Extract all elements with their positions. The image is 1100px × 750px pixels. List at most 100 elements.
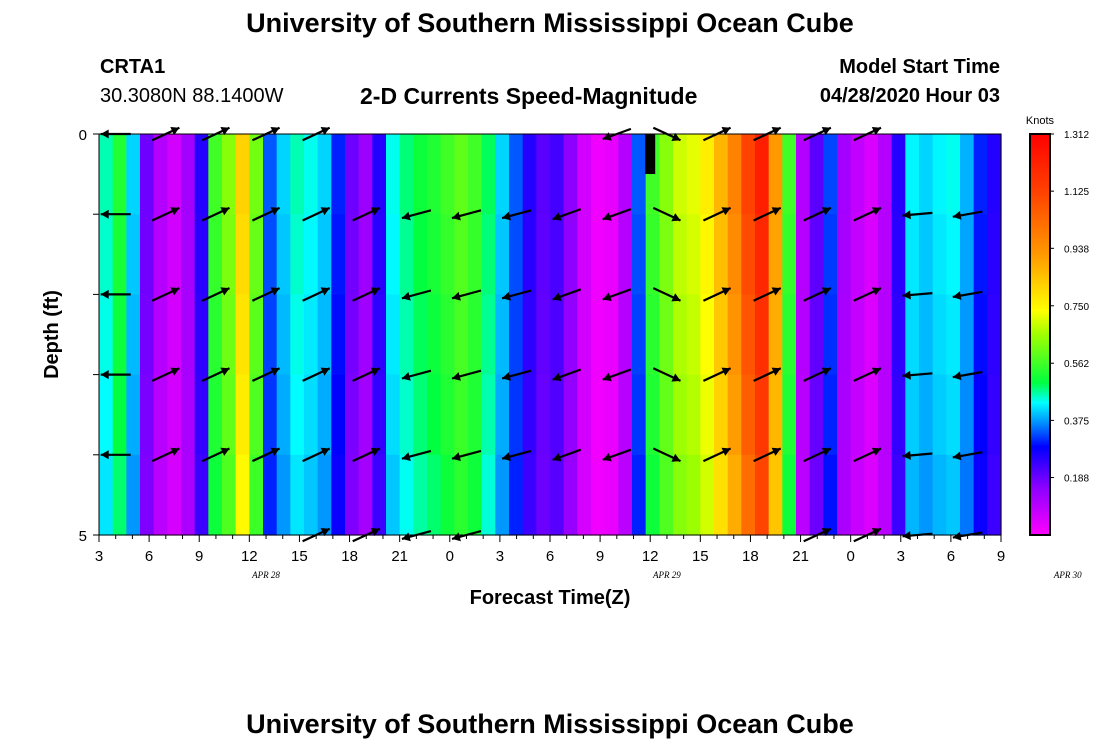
heatmap-cell xyxy=(577,134,592,215)
heatmap-cell xyxy=(222,454,237,536)
heatmap-cell xyxy=(987,374,1002,456)
heatmap-cell xyxy=(591,214,606,295)
heatmap-cell xyxy=(317,374,332,456)
heatmap-cell xyxy=(864,294,879,376)
heatmap-cell xyxy=(167,134,182,215)
arrow-head xyxy=(170,367,180,376)
heatmap-cell xyxy=(577,214,592,295)
heatmap-cell xyxy=(235,214,250,295)
heatmap-cell xyxy=(755,134,770,215)
arrow-head xyxy=(502,372,511,381)
heatmap-cell xyxy=(782,134,797,215)
heatmap-cell xyxy=(481,374,496,456)
heatmap-cell xyxy=(399,294,414,376)
arrow-head xyxy=(902,531,911,541)
current-arrow xyxy=(451,289,482,301)
heatmap-cell xyxy=(509,454,524,536)
heatmap-cell xyxy=(440,214,455,295)
heatmap-cell xyxy=(837,214,852,295)
heatmap-cell xyxy=(372,454,387,536)
current-arrow xyxy=(803,206,832,222)
heatmap-cell xyxy=(413,454,428,536)
heatmap-cell xyxy=(194,134,209,215)
heatmap-cell xyxy=(440,294,455,376)
heatmap-cell xyxy=(891,454,906,536)
heatmap-cell xyxy=(345,374,360,456)
heatmap-cell xyxy=(768,374,783,456)
heatmap-cell xyxy=(235,454,250,536)
x-tick-label: 21 xyxy=(792,548,809,565)
heatmap-cell xyxy=(536,134,551,215)
current-arrow xyxy=(803,287,832,302)
heatmap-cell xyxy=(768,214,783,295)
heatmap-cell xyxy=(208,454,223,536)
x-tick-label: 3 xyxy=(496,548,504,565)
arrow-head xyxy=(721,127,731,136)
heatmap-cell xyxy=(919,134,934,215)
heatmap-cell xyxy=(290,294,305,376)
colorbar-tick-label: 0.750 xyxy=(1064,302,1089,313)
current-arrow xyxy=(702,447,732,463)
heatmap-cell xyxy=(932,134,947,215)
heatmap-cell xyxy=(878,214,893,295)
heatmap-cell xyxy=(386,374,401,456)
x-tick-label: 9 xyxy=(195,548,203,565)
arrow-head xyxy=(320,528,330,537)
heatmap-cell xyxy=(550,214,565,295)
heatmap-cell xyxy=(782,374,797,456)
heatmap-cell xyxy=(112,134,127,215)
heatmap-cell xyxy=(99,134,114,215)
overlay-layer xyxy=(645,134,656,174)
current-arrow xyxy=(803,447,832,463)
current-arrow xyxy=(151,447,180,463)
heatmap-cell xyxy=(837,454,852,536)
current-arrow xyxy=(451,449,482,461)
heatmap-cell xyxy=(263,374,278,456)
current-arrow xyxy=(201,287,230,302)
colorbar-tick-label: 1.312 xyxy=(1064,130,1089,141)
heatmap-cell xyxy=(153,134,168,215)
heatmap-cell xyxy=(522,214,537,295)
arrow-head xyxy=(671,373,681,382)
colorbar-title: Knots xyxy=(1026,115,1055,127)
heatmap-cell xyxy=(140,454,155,536)
heatmap-cell xyxy=(919,454,934,536)
arrow-head xyxy=(871,367,881,376)
arrow-head xyxy=(602,212,612,221)
heatmap-cell xyxy=(823,294,838,376)
current-arrow xyxy=(952,370,983,381)
current-arrow xyxy=(602,208,632,221)
chart-title: 2-D Currents Speed-Magnitude xyxy=(360,83,698,109)
arrow-head xyxy=(270,127,280,136)
heatmap-cell xyxy=(823,134,838,215)
heatmap-cell xyxy=(673,294,688,376)
heatmap-cell xyxy=(632,214,647,295)
heatmap-cell xyxy=(686,214,701,295)
heatmap-cell xyxy=(140,294,155,376)
current-arrow xyxy=(100,450,131,460)
heatmap-cell xyxy=(809,214,824,295)
heatmap-cell xyxy=(317,214,332,295)
heatmap-cell xyxy=(700,214,715,295)
heatmap-cell xyxy=(905,294,920,376)
heatmap-cell xyxy=(112,374,127,456)
heatmap-cell xyxy=(153,214,168,295)
arrow-head xyxy=(100,450,109,460)
x-tick-label: 6 xyxy=(947,548,955,565)
current-arrow xyxy=(201,447,230,463)
current-arrow xyxy=(853,287,882,302)
heatmap-cell xyxy=(509,214,524,295)
arrow-head xyxy=(771,447,781,456)
heatmap-cell xyxy=(987,214,1002,295)
heatmap-cell xyxy=(932,214,947,295)
arrow-head xyxy=(170,207,180,216)
x-tick-label: 12 xyxy=(642,548,659,565)
current-arrow xyxy=(902,370,933,380)
heatmap-cell xyxy=(604,214,619,295)
heatmap-cell xyxy=(577,454,592,536)
heatmap-cell xyxy=(700,134,715,215)
current-arrow xyxy=(501,449,532,461)
heatmap-cell xyxy=(495,214,510,295)
date-label: APR 29 xyxy=(652,570,681,580)
arrow-head xyxy=(821,447,831,456)
